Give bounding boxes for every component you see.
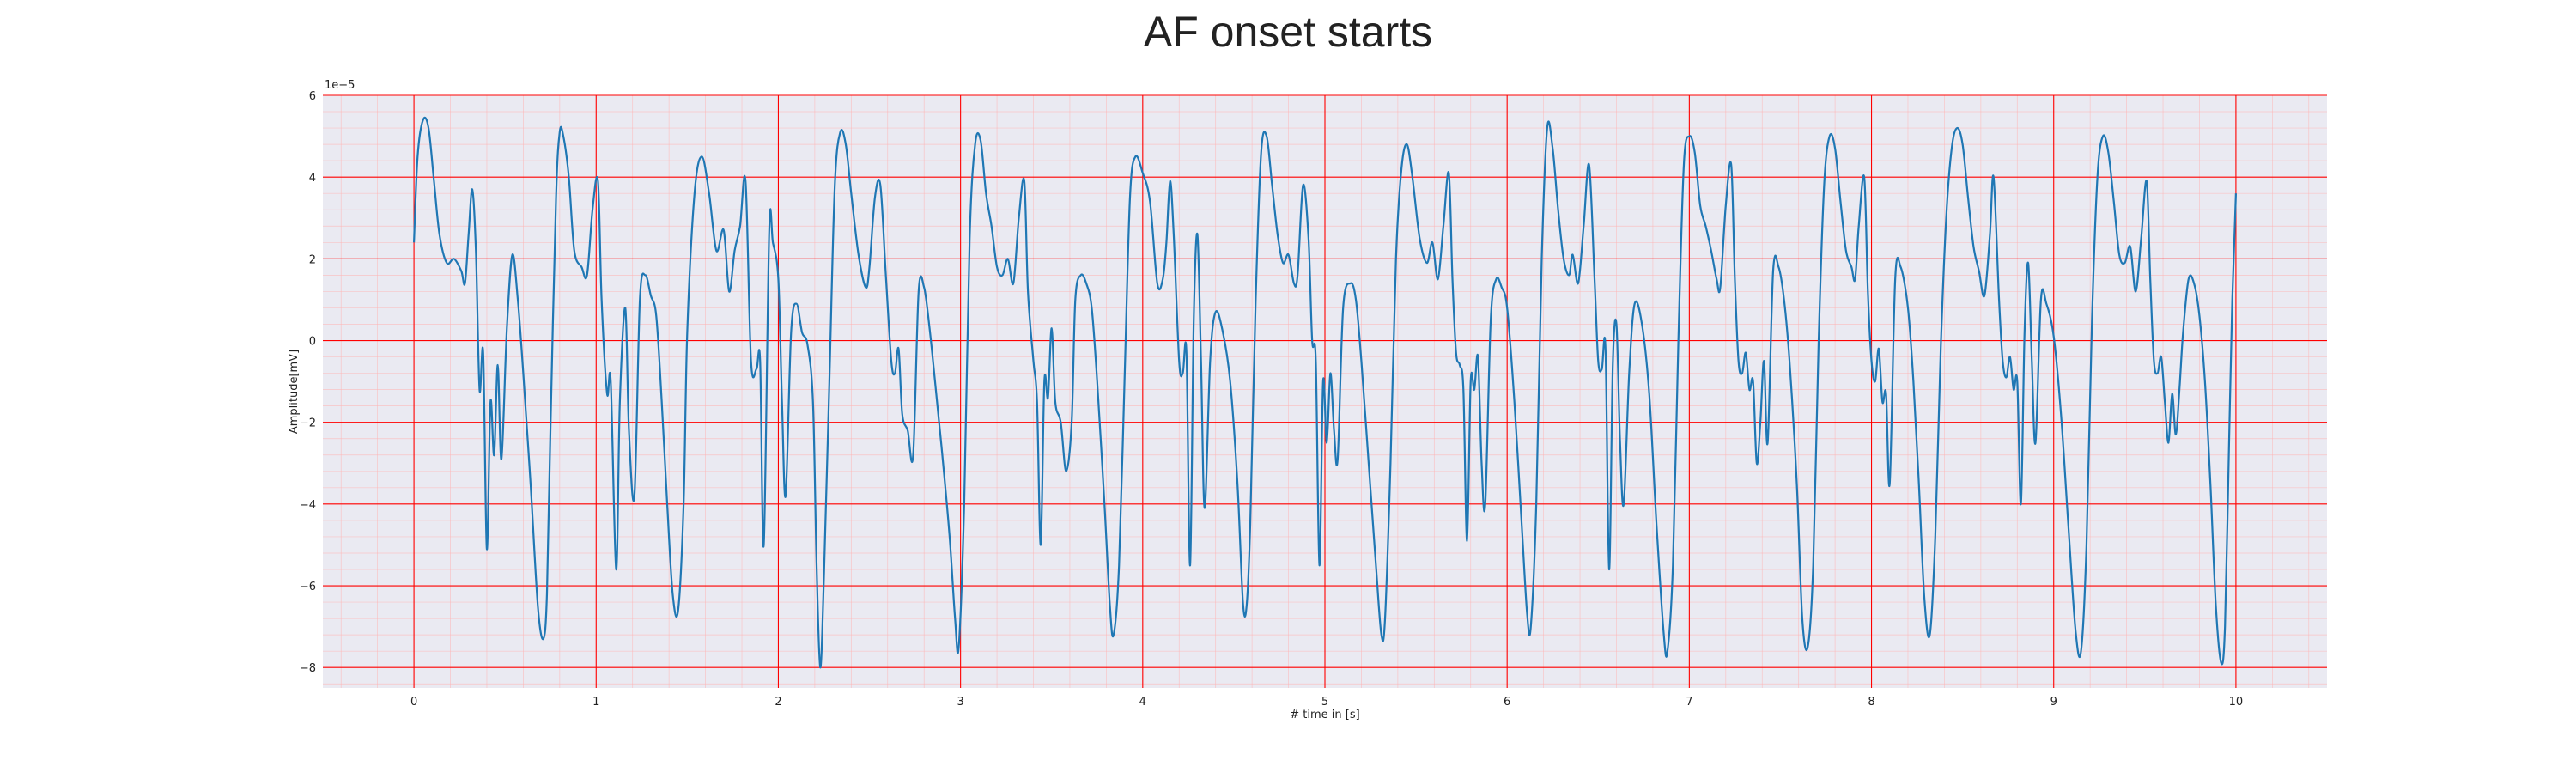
x-tick-label: 6: [1504, 696, 1510, 709]
chart-title: AF onset starts: [1144, 8, 1432, 56]
x-tick-label: 1: [592, 696, 599, 709]
x-tick-label: 5: [1321, 696, 1328, 709]
x-tick-label: 4: [1139, 696, 1146, 709]
x-tick-label: 7: [1686, 696, 1692, 709]
x-tick-label: 2: [775, 696, 781, 709]
x-axis-label: # time in [s]: [1290, 709, 1359, 721]
y-tick-label: 4: [309, 172, 316, 185]
y-tick-label: 2: [309, 253, 316, 266]
y-tick-label: 6: [309, 90, 316, 103]
y-tick-label: −6: [300, 581, 316, 593]
y-tick-label: −8: [300, 662, 316, 675]
x-tick-label: 8: [1868, 696, 1874, 709]
y-axis-ticks: −8 −6 −4 −2 0 2 4 6: [300, 90, 316, 675]
y-tick-label: −2: [300, 417, 316, 430]
y-tick-label: −4: [300, 499, 316, 512]
series-line: [412, 116, 2238, 669]
x-tick-label: 0: [410, 696, 417, 709]
y-tick-label: 0: [309, 336, 316, 349]
x-tick-label: 10: [2229, 696, 2244, 709]
y-axis-label: Amplitude[mV]: [288, 350, 301, 434]
y-axis-offset-label: 1e−5: [325, 79, 355, 92]
x-axis-ticks: 0 1 2 3 4 5 6 7 8 9 10: [410, 696, 2243, 709]
x-tick-label: 3: [957, 696, 963, 709]
x-tick-label: 9: [2050, 696, 2057, 709]
